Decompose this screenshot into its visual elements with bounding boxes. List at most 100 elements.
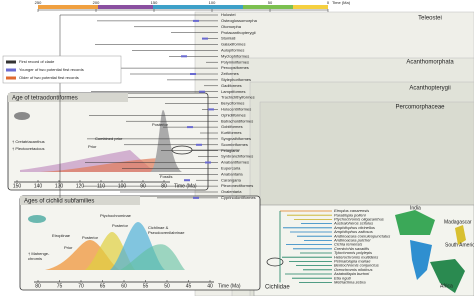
clade-name: chromis <box>28 256 42 261</box>
tick-label: 250 <box>35 0 42 5</box>
fossil-bar <box>193 19 199 22</box>
curve-label: Posterior <box>112 223 129 228</box>
taxon: Stomiati <box>221 36 236 41</box>
tick-label: 90 <box>140 183 146 189</box>
tick-label: 200 <box>93 0 100 5</box>
taxon: Polymixiiformes <box>221 59 249 64</box>
fossil-bar <box>187 126 193 129</box>
fossil-bar <box>193 196 199 199</box>
species: Bentochromis conjunctus <box>334 263 379 268</box>
species: Andinoacara coeruleopunctatus <box>333 233 390 238</box>
taxon: Eupercaria <box>221 165 241 170</box>
species: Pelmatolapia mariae <box>334 258 371 263</box>
fossil-bar <box>205 161 211 164</box>
species: Ptychochromis oligacanthus <box>334 216 384 221</box>
tick-label: 60 <box>121 283 127 289</box>
legend-label: First record of clade <box>19 59 55 64</box>
geologic-bar <box>38 5 328 9</box>
species: Metriaclima zebra <box>334 279 366 284</box>
taxon: Myctophiformes <box>221 53 249 58</box>
taxon: Trachichthyiformes <box>221 95 255 100</box>
species: Etia nguti <box>334 275 351 280</box>
fossil-bar <box>199 90 205 93</box>
taxon: Batrachoidiformes <box>221 118 253 123</box>
species: Oreochromis niloticus <box>334 267 372 272</box>
tetra-inset-header <box>8 93 128 102</box>
callout <box>266 257 284 267</box>
legend-swatch <box>6 76 16 80</box>
taxon: Holocentriformes <box>221 106 251 111</box>
axis-label: Time (Ma) <box>332 0 351 5</box>
africa-map <box>430 259 465 293</box>
taxon: Kurtiformes <box>221 130 241 135</box>
clade-name: † Mahenge- <box>28 251 50 256</box>
fossil-bar <box>208 108 214 111</box>
taxon: Synbranchiformes <box>221 154 253 159</box>
inset-label: Posterior <box>152 122 169 127</box>
tick-label: 140 <box>34 183 43 189</box>
taxon: Otomorpha <box>221 24 242 29</box>
species: Australoheros scitulus <box>333 221 373 226</box>
india-map <box>395 210 435 235</box>
clade-label: Acanthopterygii <box>409 86 450 92</box>
tick-label: 80 <box>161 183 167 189</box>
inset-label: Prior <box>88 144 97 149</box>
fish-icon <box>28 215 46 223</box>
taxon: Aulopiformes <box>221 47 244 52</box>
species: Crenicichla saxatilis <box>334 246 369 251</box>
taxon: Protacanthopterygii <box>221 30 256 35</box>
taxon: Osteoglossomorpha <box>221 18 258 23</box>
inset-label: † Plectocretacicus <box>12 146 44 151</box>
region-label: India <box>410 205 421 211</box>
species: Paratilapia polleni <box>334 212 366 217</box>
taxon: Pelagiaria <box>221 148 240 153</box>
tick-label: 110 <box>97 183 105 189</box>
taxon: Cyprinodontiformes <box>221 195 256 200</box>
fossil-bar <box>202 37 208 40</box>
species: Astatotilapia burtoni <box>333 271 369 276</box>
clade-label: Teleostei <box>418 16 442 22</box>
curve-label: Posterior <box>82 235 99 240</box>
tick-label: 0 <box>327 0 330 5</box>
legend-swatch <box>6 60 16 64</box>
cichlid-inset-header <box>20 196 140 205</box>
species: Etroplus canarensis <box>334 208 369 213</box>
tick-label: 100 <box>118 183 127 189</box>
taxon: Anabantaria <box>221 171 243 176</box>
inset-label: Combined prior <box>95 136 123 141</box>
tick-label: 130 <box>55 183 64 189</box>
taxon: Zeiformes <box>221 71 239 76</box>
tick-label: 75 <box>57 283 63 289</box>
species: Amphilophus citrinellus <box>333 225 375 230</box>
tick-label: 120 <box>76 183 85 189</box>
taxon: Holostei <box>221 12 236 17</box>
fossil-bar <box>184 179 190 182</box>
fossil-bar <box>190 73 196 75</box>
legend-label: Younger of two potential first records <box>19 67 84 72</box>
clade-label: Cichlidae <box>265 285 290 291</box>
curve-label: Prior <box>64 245 73 250</box>
cichlidae-box <box>253 204 474 297</box>
tick-label: 40 <box>207 283 213 289</box>
taxon: Stylephoriformes <box>221 77 251 82</box>
fossils-label: Fossils <box>160 174 172 179</box>
fossil-bar <box>181 55 187 58</box>
clade-label: Acanthomorphata <box>406 60 454 66</box>
taxon: Pleuronectiformes <box>221 183 253 188</box>
species: Tylochromis polylepis <box>334 250 372 255</box>
inset-title: Ages of cichlid subfamilies <box>24 199 94 205</box>
species: Cichla temensis <box>334 242 362 247</box>
species: Andinoacara pulcher <box>333 237 371 242</box>
clade-name: Etroplinae <box>52 233 71 238</box>
axis-label: Time (Ma) <box>174 183 197 189</box>
inset-label: † Cretatriacanthus <box>12 139 45 144</box>
legend-box <box>2 55 122 84</box>
posterior-curve <box>150 110 182 172</box>
tick-label: 55 <box>143 283 149 289</box>
clade-label: Percomorphaceae <box>395 105 445 111</box>
taxon: Ovalentaria <box>221 189 242 194</box>
tick-label: 45 <box>186 283 192 289</box>
species: Heterochromis multidens <box>334 254 378 259</box>
taxon: Beryciformes <box>221 101 244 106</box>
tick-label: 50 <box>164 283 170 289</box>
